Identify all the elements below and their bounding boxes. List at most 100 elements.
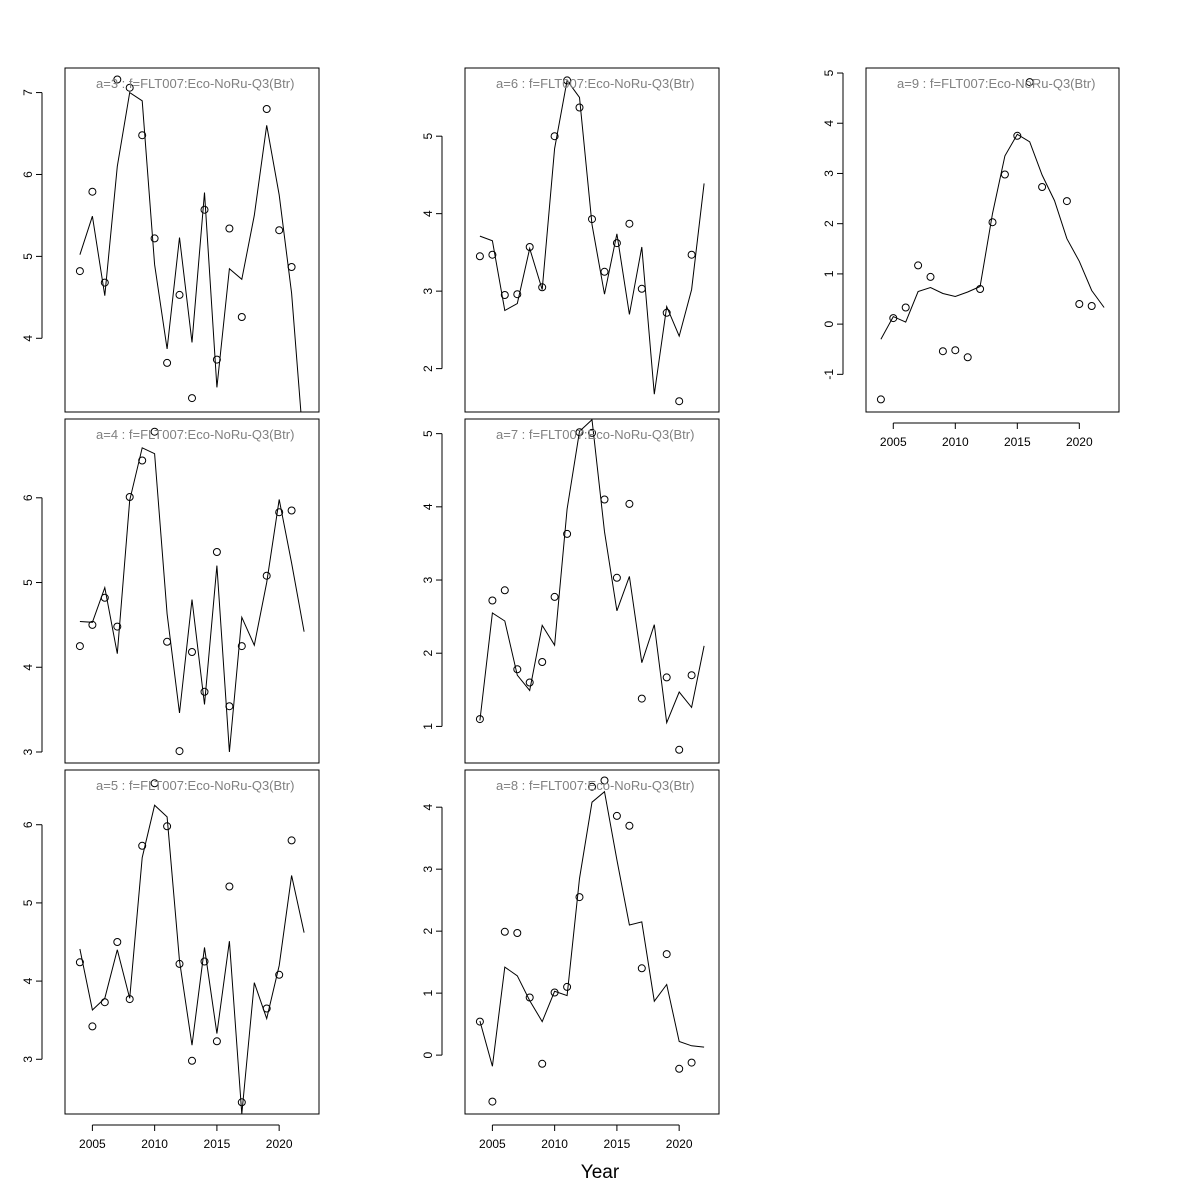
observed-point (612, 573, 621, 582)
observed-point (513, 290, 522, 299)
observed-point (563, 76, 572, 85)
observed-point (475, 715, 484, 724)
y-tick-label: -1 (822, 369, 836, 380)
fitted-series-line (479, 79, 705, 395)
observed-point (550, 592, 559, 601)
observed-point (876, 395, 885, 404)
panel-a7: 1 2 3 4 5 a=7 : f=FLT007:Eco-NoRu-Q3(Btr) (421, 418, 720, 764)
y-tick-label: 4 (421, 804, 435, 811)
observed-point (612, 239, 621, 248)
y-tick-label: 1 (822, 270, 836, 277)
observed-point (75, 267, 84, 276)
fitted-series-line (79, 447, 305, 753)
y-tick-label: 4 (21, 664, 35, 671)
observed-point (475, 1017, 484, 1026)
y-tick-label: 2 (421, 927, 435, 934)
x-tick-label: 2020 (266, 1137, 293, 1151)
x-tick-label: 2010 (141, 1137, 168, 1151)
panels: 4 5 6 7 a=3 : f=FLT007:Eco-NoRu-Q3(Btr) 3 4 5 6 a… (21, 67, 1120, 1151)
observed-point (538, 1059, 547, 1068)
observed-point (225, 882, 234, 891)
observed-point (563, 529, 572, 538)
observed-point (687, 250, 696, 259)
observed-point (287, 836, 296, 845)
panel-frame (464, 769, 720, 1115)
y-tick-label: 6 (21, 821, 35, 828)
y-tick-label: 5 (421, 133, 435, 140)
x-axis-label: Year (581, 1162, 620, 1183)
observed-point (225, 702, 234, 711)
observed-point (575, 428, 584, 437)
panel-a4: 3 4 5 6 a=4 : f=FLT007:Eco-NoRu-Q3(Btr) (21, 418, 320, 764)
observed-point (475, 252, 484, 261)
observed-point (212, 1037, 221, 1046)
observed-point (675, 397, 684, 406)
observed-point (901, 303, 910, 312)
panel-title: a=4 : f=FLT007:Eco-NoRu-Q3(Btr) (96, 427, 294, 442)
observed-point (138, 131, 147, 140)
observed-point (637, 694, 646, 703)
observed-point (1025, 78, 1034, 87)
observed-point (538, 283, 547, 292)
y-tick-label: 5 (421, 430, 435, 437)
y-tick-label: 3 (21, 748, 35, 755)
y-tick-label: 5 (21, 899, 35, 906)
panel-a5: 3 4 5 6 2005 2010 2015 2020 a=5 : f=FLT007:Eco-N… (21, 769, 320, 1151)
observed-point (538, 658, 547, 666)
x-tick-label: 2015 (204, 1137, 231, 1151)
observed-point (662, 950, 671, 959)
y-tick-label: 5 (21, 579, 35, 586)
observed-point (175, 959, 184, 968)
panel-title: a=6 : f=FLT007:Eco-NoRu-Q3(Btr) (496, 76, 694, 91)
panel-title: a=5 : f=FLT007:Eco-NoRu-Q3(Btr) (96, 778, 294, 793)
panel-title: a=9 : f=FLT007:Eco-NoRu-Q3(Btr) (897, 76, 1095, 91)
panel-a6: 2 3 4 5 a=6 : f=FLT007:Eco-NoRu-Q3(Btr) (421, 67, 720, 413)
y-tick-label: 4 (421, 210, 435, 217)
y-tick-label: 3 (822, 170, 836, 177)
observed-point (275, 508, 284, 517)
observed-point (150, 779, 159, 788)
panel-title: a=3 : f=FLT007:Eco-NoRu-Q3(Btr) (96, 76, 294, 91)
observed-point (1038, 183, 1047, 191)
y-tick-label: 3 (421, 576, 435, 583)
x-tick-label: 2005 (479, 1137, 506, 1151)
x-tick-label: 2015 (604, 1137, 631, 1151)
observed-point (588, 215, 596, 224)
observed-point (500, 586, 509, 595)
panel-a9: -1 0 1 2 3 4 5 2005 2010 2015 2020 a=9 : f=FLT007:E… (822, 67, 1120, 449)
x-tick-label: 2005 (880, 435, 907, 449)
panel-title: a=8 : f=FLT007:Eco-NoRu-Q3(Btr) (496, 778, 694, 793)
observed-point (237, 1098, 246, 1107)
y-tick-label: 2 (421, 365, 435, 372)
y-tick-label: 1 (421, 989, 435, 996)
observed-point (200, 205, 209, 214)
observed-point (500, 291, 509, 299)
observed-point (163, 822, 172, 831)
observed-point (275, 970, 284, 979)
observed-point (113, 75, 122, 84)
y-tick-label: 2 (822, 220, 836, 227)
y-tick-label: 4 (21, 335, 35, 342)
observed-point (525, 993, 534, 1002)
observed-point (100, 998, 109, 1007)
y-tick-label: 4 (822, 120, 836, 127)
observed-point (575, 893, 584, 902)
observed-point (914, 261, 923, 270)
observed-point (75, 642, 84, 651)
panel-frame (64, 769, 320, 1115)
observed-point (150, 234, 159, 243)
observed-point (175, 290, 184, 299)
observed-point (675, 745, 684, 754)
observed-point (525, 678, 534, 687)
panel-frame (64, 67, 320, 413)
y-tick-label: 3 (21, 1056, 35, 1063)
observed-point (125, 83, 134, 92)
y-tick-label: 1 (421, 723, 435, 730)
observed-point (237, 642, 246, 651)
x-tick-label: 2010 (541, 1137, 568, 1151)
observed-point (951, 346, 960, 355)
observed-point (113, 938, 122, 946)
observed-point (287, 506, 296, 515)
observed-point (675, 1064, 684, 1073)
observed-point (88, 620, 97, 629)
